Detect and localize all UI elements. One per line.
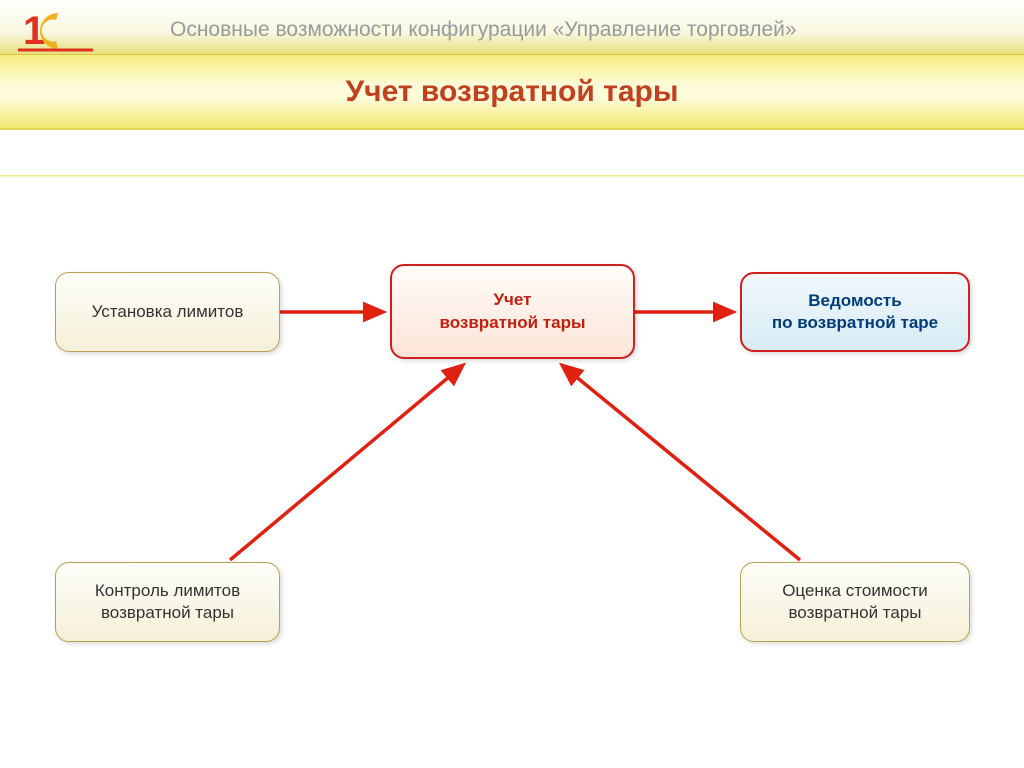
- node-control: Контроль лимитоввозвратной тары: [55, 562, 280, 642]
- title-band: Учет возвратной тары: [0, 55, 1024, 130]
- edge-control-center: [230, 366, 462, 560]
- header-subtitle: Основные возможности конфигурации «Управ…: [170, 18, 797, 42]
- node-valuation-label: Оценка стоимостивозвратной тары: [782, 580, 928, 624]
- logo-1c: 1: [18, 8, 98, 53]
- edge-valuation-center: [563, 366, 800, 560]
- node-report-label: Ведомостьпо возвратной таре: [772, 290, 938, 334]
- node-report: Ведомостьпо возвратной таре: [740, 272, 970, 352]
- diagram-area: Установка лимитов Учетвозвратной тары Ве…: [0, 177, 1024, 767]
- node-center: Учетвозвратной тары: [390, 264, 635, 359]
- page-title: Учет возвратной тары: [346, 75, 679, 109]
- node-valuation: Оценка стоимостивозвратной тары: [740, 562, 970, 642]
- node-limits: Установка лимитов: [55, 272, 280, 352]
- node-control-label: Контроль лимитоввозвратной тары: [95, 580, 240, 624]
- header-bar: 1 Основные возможности конфигурации «Упр…: [0, 0, 1024, 55]
- svg-text:1: 1: [23, 9, 45, 53]
- node-center-label: Учетвозвратной тары: [440, 289, 586, 333]
- node-limits-label: Установка лимитов: [92, 301, 244, 323]
